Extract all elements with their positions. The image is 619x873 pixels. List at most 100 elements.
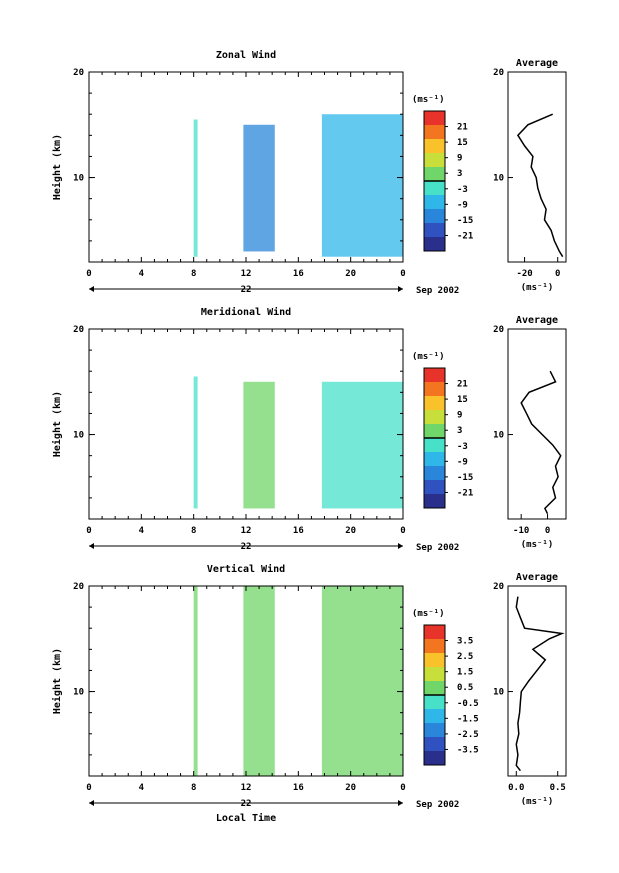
x-tick-label: 0 [400,269,405,279]
colorbar-tick-label: 15 [457,138,468,148]
x-tick-label: 20 [345,783,356,793]
day-arrow-right [398,286,403,292]
colorbar-tick-label: -21 [457,231,473,241]
colorbar-tick-label: -15 [457,216,473,226]
colorbar-segment [424,653,445,668]
colorbar-segment [424,737,445,752]
day-arrow-right [398,800,403,806]
colorbar-segment [424,181,445,196]
colorbar-segment [424,709,445,724]
x-tick-label: 8 [191,269,196,279]
average-frame [507,71,567,263]
x-tick-label: 4 [139,269,145,279]
colorbar-tick-label: 9 [457,154,462,164]
x-tick-label: 16 [293,783,304,793]
average-title: Average [516,58,558,69]
colorbar-segment [424,368,445,383]
colorbar-tick-label: 15 [457,395,468,405]
colorbar-segment [424,382,445,397]
x-tick-label: 12 [241,783,252,793]
colorbar-segment [424,125,445,140]
date-label: Sep 2002 [416,800,459,810]
colorbar-tick-label: 0.5 [457,683,473,693]
colorbar-tick-label: 21 [457,380,468,390]
date-label: Sep 2002 [416,286,459,296]
colorbar-segment [424,153,445,168]
x-tick-label: 20 [345,269,356,279]
x-tick-label: 12 [241,526,252,536]
data-region [321,586,403,776]
y-axis-label: Height (km) [51,391,63,457]
x-tick-label: 0 [400,783,405,793]
colorbar-segment [424,195,445,210]
colorbar-segment [424,466,445,481]
average-frame [507,328,567,520]
y-tick-label: 20 [73,582,84,592]
colorbar-segment [424,209,445,224]
average-x-tick-label: 0.0 [508,783,524,793]
colorbar-segment [424,480,445,495]
colorbar-segment [424,494,445,509]
colorbar-segment [424,167,445,182]
panel-2: Vertical Wind 0 4 8 12 16 20 0 10 20 Height (km) 22… [51,563,567,824]
colorbar-unit: (ms⁻¹) [412,352,445,362]
average-x-tick-label: -20 [516,269,532,279]
x-tick-label: 0 [400,526,405,536]
colorbar-tick-label: -15 [457,473,473,483]
panel-1: Meridional Wind 0 4 8 12 16 20 0 10 20 Height (km)… [51,306,567,553]
x-tick-label: 0 [86,269,91,279]
day-arrow-left [89,800,94,806]
colorbar-segment [424,424,445,439]
average-y-tick-label: 10 [493,431,504,441]
day-label: 22 [241,285,252,295]
x-tick-label: 16 [293,526,304,536]
x-tick-label: 4 [139,526,145,536]
colorbar-tick-label: -0.5 [457,699,479,709]
colorbar-segment [424,639,445,654]
x-tick-label: 16 [293,269,304,279]
average-x-tick-label: 0.5 [550,783,566,793]
date-label: Sep 2002 [416,543,459,553]
data-region [321,114,403,257]
colorbar-segment [424,751,445,766]
x-tick-label: 20 [345,526,356,536]
colorbar-segment [424,681,445,696]
colorbar-segment [424,396,445,411]
x-tick-label: 12 [241,269,252,279]
x-tick-label: 0 [86,526,91,536]
colorbar-tick-label: -9 [457,200,468,210]
colorbar-tick-label: 3 [457,426,462,436]
colorbar-tick-label: -2.5 [457,730,479,740]
average-x-tick-label: -10 [513,526,529,536]
average-frame [507,585,567,777]
day-label: 22 [241,542,252,552]
colorbar-segment [424,237,445,252]
average-x-tick-label: 0 [545,526,550,536]
y-tick-label: 10 [73,174,84,184]
colorbar-segment [424,723,445,738]
colorbar-segment [424,139,445,154]
x-tick-label: 8 [191,526,196,536]
average-profile-line [520,370,562,515]
average-x-label: (ms⁻¹) [521,283,554,293]
colorbar-segment [424,111,445,126]
data-region [193,586,198,776]
colorbar-tick-label: 3.5 [457,637,473,647]
y-tick-label: 20 [73,68,84,78]
colorbar-segment [424,223,445,238]
average-y-tick-label: 10 [493,688,504,698]
colorbar-segment [424,695,445,710]
average-title: Average [516,572,558,583]
average-profile-line [516,113,564,258]
average-x-label: (ms⁻¹) [521,540,554,550]
colorbar-tick-label: 1.5 [457,668,473,678]
average-y-tick-label: 20 [493,68,504,78]
colorbar-tick-label: 2.5 [457,652,473,662]
average-y-tick-label: 10 [493,174,504,184]
data-region [321,381,403,509]
colorbar-tick-label: 21 [457,123,468,133]
colorbar-segment [424,438,445,453]
y-axis-label: Height (km) [51,648,63,714]
y-tick-label: 20 [73,325,84,335]
colorbar-tick-label: 9 [457,411,462,421]
